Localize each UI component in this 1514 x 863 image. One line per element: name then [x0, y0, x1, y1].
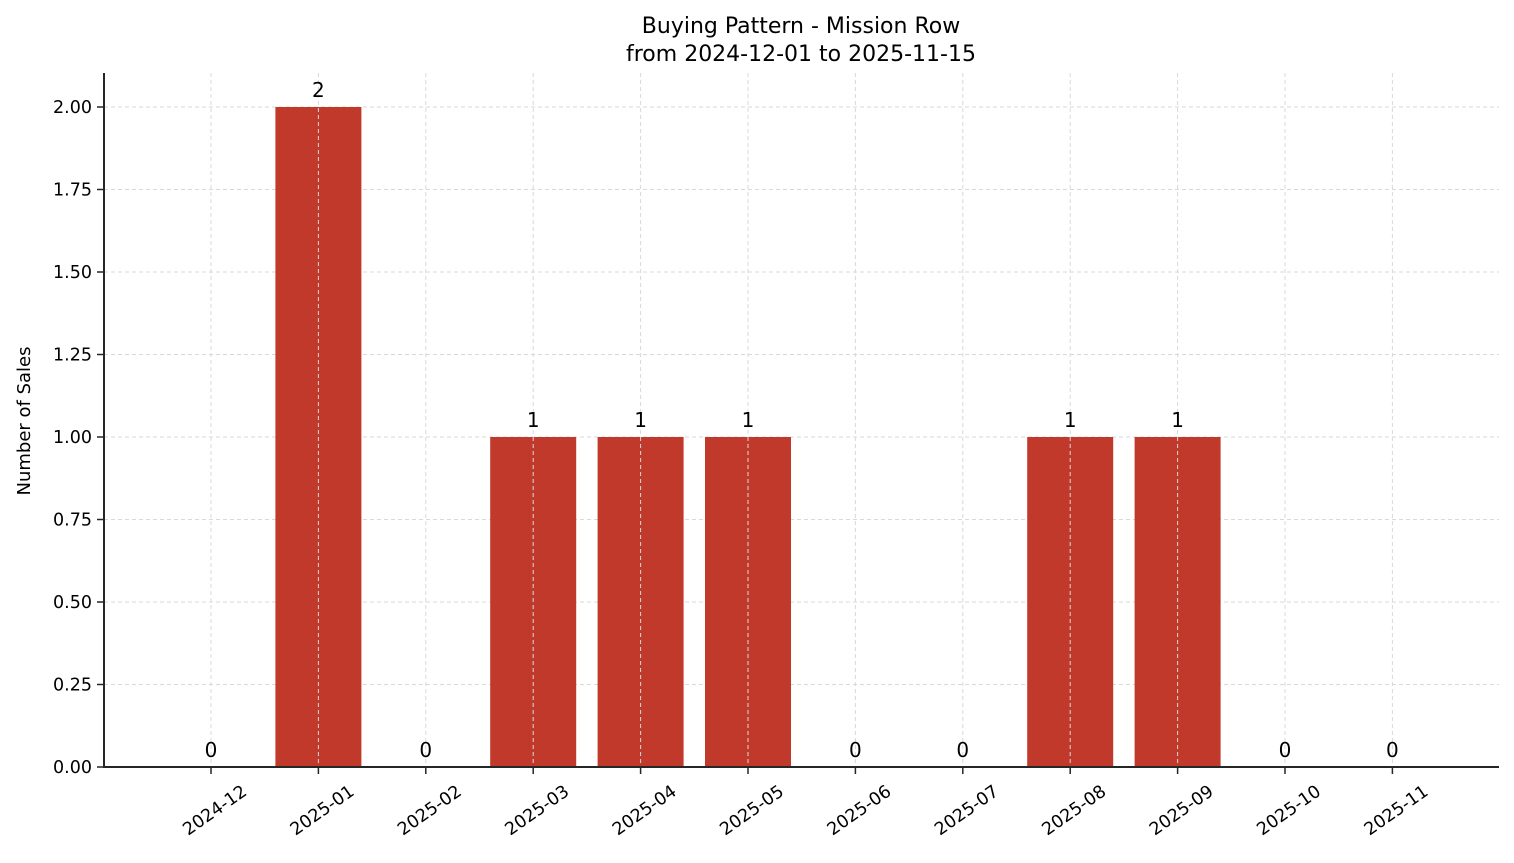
x-tick-label: 2025-02 — [394, 782, 465, 840]
bar-value-label: 0 — [419, 738, 432, 762]
y-tick-label: 2.00 — [53, 98, 92, 118]
chart-subtitle: from 2024-12-01 to 2025-11-15 — [626, 42, 976, 67]
y-axis-label: Number of Sales — [14, 346, 35, 495]
x-tick-label: 2025-09 — [1146, 782, 1217, 840]
y-tick-label: 1.75 — [53, 181, 92, 201]
x-tick-label: 2024-12 — [179, 782, 250, 840]
y-tick-label: 1.00 — [53, 428, 92, 448]
y-tick-label: 0.50 — [53, 593, 92, 613]
bar-value-label: 0 — [1386, 738, 1399, 762]
y-axis-ticks: 0.00 0.25 0.50 0.75 1.00 1.25 1.50 1.75 2.00 — [53, 98, 104, 778]
bar-value-labels: 0 2 0 1 1 1 0 0 1 1 0 0 — [205, 78, 1399, 762]
bar-value-label: 1 — [1064, 408, 1077, 432]
bar-value-label: 2 — [312, 78, 325, 102]
vertical-grid-lines — [210, 73, 1393, 767]
x-tick-label: 2025-11 — [1361, 782, 1432, 840]
bar-value-label: 0 — [956, 738, 969, 762]
x-tick-label: 2025-07 — [931, 782, 1002, 840]
x-tick-label: 2025-04 — [609, 782, 680, 840]
bar-value-label: 1 — [527, 408, 540, 432]
x-tick-label: 2025-08 — [1039, 782, 1110, 840]
x-tick-label: 2025-03 — [502, 782, 573, 840]
y-tick-label: 1.25 — [53, 346, 92, 366]
bar-value-label: 0 — [849, 738, 862, 762]
y-tick-label: 0.25 — [53, 676, 92, 696]
x-tick-label: 2025-01 — [287, 782, 358, 840]
bar-value-label: 1 — [1171, 408, 1184, 432]
y-tick-label: 1.50 — [53, 263, 92, 283]
x-axis-ticks: 2024-12 2025-01 2025-02 2025-03 2025-04 2025-… — [179, 767, 1432, 840]
x-tick-label: 2025-05 — [716, 782, 787, 840]
bar-value-label: 0 — [205, 738, 218, 762]
bar-value-label: 1 — [634, 408, 647, 432]
bar-value-label: 0 — [1279, 738, 1292, 762]
x-tick-label: 2025-10 — [1253, 782, 1324, 840]
bar-value-label: 1 — [742, 408, 755, 432]
x-tick-label: 2025-06 — [824, 782, 895, 840]
y-tick-label: 0.75 — [53, 511, 92, 531]
chart-title: Buying Pattern - Mission Row — [642, 14, 960, 39]
y-tick-label: 0.00 — [53, 758, 92, 778]
